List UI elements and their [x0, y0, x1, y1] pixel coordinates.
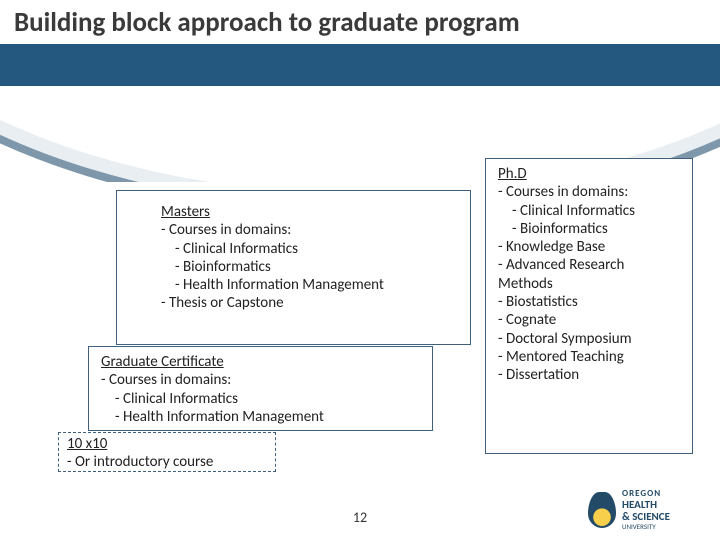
grad-cert-title: Graduate Certificate	[101, 353, 424, 371]
logo-line: UNIVERSITY	[622, 523, 670, 531]
ohsu-logo: OREGON HEALTH & SCIENCE UNIVERSITY	[588, 490, 708, 530]
masters-line: - Clinical Informatics	[161, 240, 462, 258]
phd-line: - Mentored Teaching	[498, 348, 684, 366]
title-band	[0, 44, 720, 88]
masters-line: - Bioinformatics	[161, 258, 462, 276]
masters-line: - Thesis or Capstone	[161, 294, 462, 312]
grad-cert-line: - Clinical Informatics	[101, 390, 424, 408]
phd-line: - Advanced Research	[498, 256, 684, 274]
phd-line: - Bioinformatics	[498, 220, 684, 238]
masters-line: - Courses in domains:	[161, 221, 462, 239]
masters-title: Masters	[161, 203, 462, 221]
phd-line: - Dissertation	[498, 366, 684, 384]
phd-line: - Doctoral Symposium	[498, 330, 684, 348]
tenbyten-title: 10 x10	[67, 435, 267, 453]
slide-title: Building block approach to graduate prog…	[14, 6, 520, 39]
phd-line: - Courses in domains:	[498, 183, 684, 201]
phd-line: - Clinical Informatics	[498, 202, 684, 220]
masters-box: Masters - Courses in domains: - Clinical…	[116, 190, 471, 345]
phd-line: - Biostatistics	[498, 293, 684, 311]
tenbyten-box: 10 x10 - Or introductory course	[58, 432, 276, 472]
phd-line: - Cognate	[498, 311, 684, 329]
slide: Building block approach to graduate prog…	[0, 0, 720, 540]
flame-icon	[588, 492, 616, 528]
grad-cert-line: - Courses in domains:	[101, 371, 424, 389]
phd-line: Methods	[498, 275, 684, 293]
grad-cert-line: - Health Information Management	[101, 408, 424, 426]
tenbyten-line: - Or introductory course	[67, 453, 267, 471]
ohsu-logo-text: OREGON HEALTH & SCIENCE UNIVERSITY	[622, 489, 670, 531]
masters-line: - Health Information Management	[161, 276, 462, 294]
phd-title: Ph.D	[498, 165, 684, 183]
phd-line: - Knowledge Base	[498, 238, 684, 256]
phd-box: Ph.D - Courses in domains: - Clinical In…	[485, 158, 693, 454]
grad-cert-box: Graduate Certificate - Courses in domain…	[88, 346, 433, 431]
